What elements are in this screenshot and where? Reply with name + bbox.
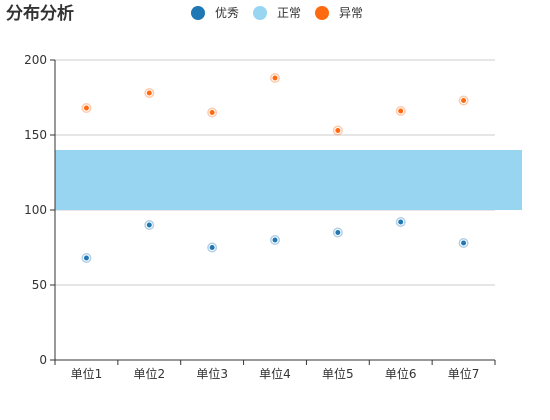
x-tick-label-7: 单位7 <box>448 366 480 381</box>
y-tick-label-0: 0 <box>39 353 47 367</box>
point-0-2 <box>145 221 153 229</box>
y-tick-label-100: 100 <box>24 203 47 217</box>
y-tick-label-200: 200 <box>24 53 47 67</box>
point-2-6 <box>397 107 405 115</box>
chart-title: 分布分析 <box>6 4 74 24</box>
y-tick-label-50: 50 <box>32 278 47 292</box>
point-2-7 <box>460 97 468 104</box>
x-tick-label-5: 单位5 <box>322 366 354 381</box>
legend-swatch-normal <box>253 5 268 20</box>
legend-swatch-abnormal <box>315 5 330 20</box>
point-0-4 <box>271 236 279 244</box>
point-2-5 <box>334 127 342 134</box>
point-2-2 <box>145 89 153 97</box>
point-0-5 <box>334 229 342 236</box>
x-tick-label-4: 单位4 <box>259 366 291 381</box>
point-0-1 <box>82 254 90 262</box>
legend-label-excellent: 优秀 <box>215 6 240 20</box>
band-normal <box>55 150 522 210</box>
legend-item-excellent[interactable]: 优秀 <box>191 4 239 21</box>
point-0-7 <box>460 239 468 247</box>
x-tick-label-3: 单位3 <box>196 366 228 381</box>
point-2-3 <box>208 109 216 116</box>
point-2-4 <box>271 74 279 82</box>
x-tick-label-6: 单位6 <box>385 366 417 381</box>
y-tick-label-150: 150 <box>24 128 47 142</box>
point-2-1 <box>82 104 90 112</box>
x-tick-label-1: 单位1 <box>71 366 103 381</box>
legend-swatch-excellent <box>191 5 205 20</box>
legend-item-normal[interactable]: 正常 <box>253 4 301 21</box>
legend[interactable]: 优秀 正常 异常 <box>191 4 377 21</box>
legend-item-abnormal[interactable]: 异常 <box>315 4 363 21</box>
x-tick-label-2: 单位2 <box>133 366 165 381</box>
point-0-3 <box>208 244 216 251</box>
legend-label-abnormal: 异常 <box>339 6 364 20</box>
point-0-6 <box>397 218 405 226</box>
legend-label-normal: 正常 <box>277 6 302 20</box>
